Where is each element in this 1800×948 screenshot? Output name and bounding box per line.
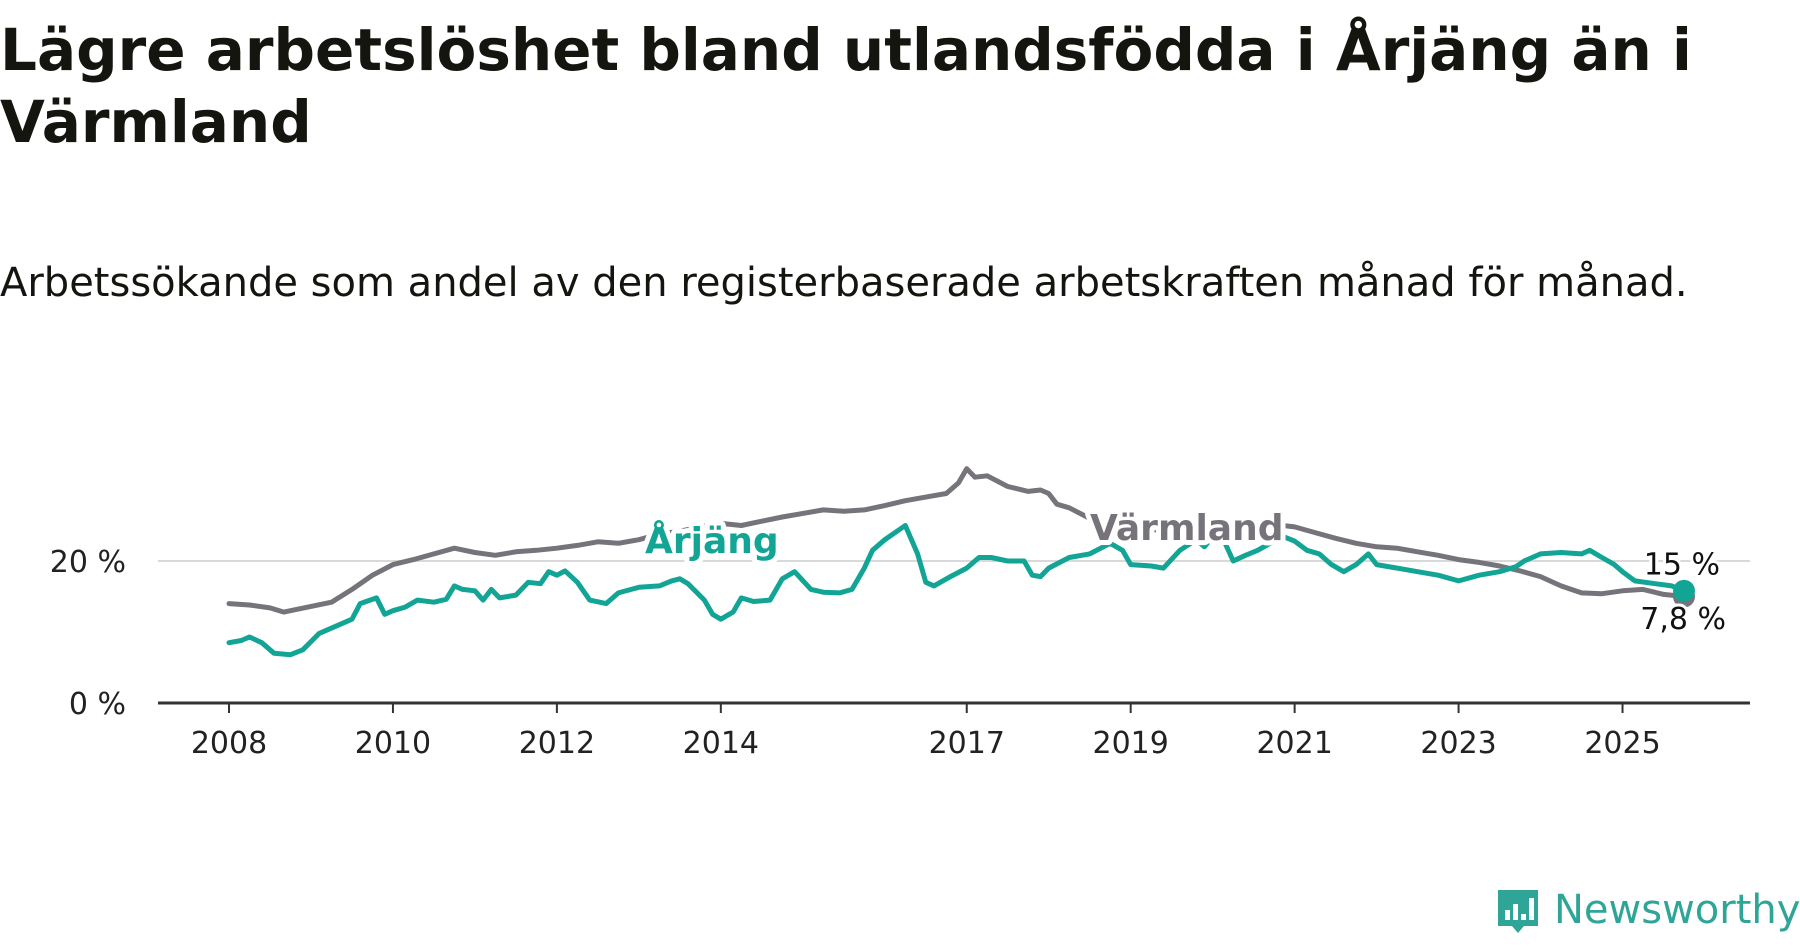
x-tick-label: 2025 <box>1584 726 1660 761</box>
line-chart: 0 % 20 % 2008 2010 2012 2014 2017 2019 2021 2023… <box>50 466 1750 761</box>
brand-name: Newsworthy <box>1554 887 1800 933</box>
x-tick-label: 2010 <box>355 726 431 761</box>
series-line-varmland <box>226 466 1687 615</box>
y-axis-ticks: 0 % 20 % <box>50 545 126 722</box>
series-end-point <box>1673 579 1695 602</box>
end-label-arjang: 7,8 % <box>1640 602 1726 637</box>
series-label-arjang: Årjäng <box>645 520 779 562</box>
x-axis-ticks: 2008 2010 2012 2014 2017 2019 2021 2023 2025 <box>191 703 1661 761</box>
x-tick-label: 2008 <box>191 726 267 761</box>
bar-chart-logo-icon <box>1498 890 1538 933</box>
x-tick-label: 2021 <box>1256 726 1332 761</box>
y-tick-label: 0 % <box>69 687 126 722</box>
series-line-arjang <box>226 523 1687 658</box>
series-label-varmland: Värmland <box>1090 508 1283 549</box>
newsworthy-logo: Newsworthy <box>1494 886 1800 934</box>
x-tick-label: 2014 <box>683 726 759 761</box>
x-tick-label: 2023 <box>1420 726 1496 761</box>
x-tick-label: 2017 <box>929 726 1005 761</box>
chart-title: Lägre arbetslöshet bland utlandsfödda i … <box>0 16 1692 156</box>
y-tick-label: 20 % <box>50 545 126 580</box>
series-lines <box>226 466 1695 658</box>
chart-subtitle: Arbetssökande som andel av den registerb… <box>0 260 1688 306</box>
x-tick-label: 2012 <box>519 726 595 761</box>
x-tick-label: 2019 <box>1093 726 1169 761</box>
series-labels: Värmland Årjäng 15 % 7,8 % <box>640 503 1729 640</box>
end-label-varmland: 15 % <box>1644 548 1720 583</box>
